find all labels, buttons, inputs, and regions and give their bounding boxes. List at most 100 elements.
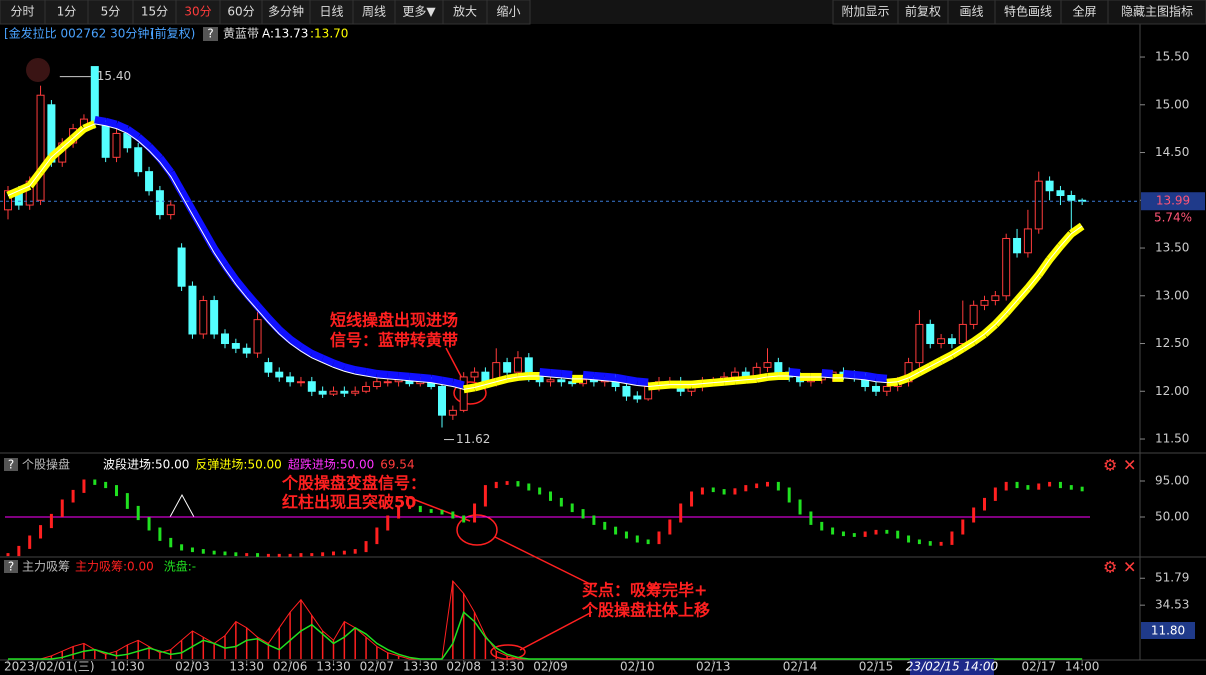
signal-bar: [212, 550, 216, 555]
help-box[interactable]: [4, 560, 18, 573]
legend-item: 洗盘:-: [164, 559, 196, 574]
close-icon[interactable]: ✕: [1123, 558, 1136, 577]
toolbar-label[interactable]: 附加显示: [841, 5, 889, 19]
band-segment: [199, 227, 218, 251]
toolbar-label[interactable]: 60分: [227, 5, 254, 19]
signal-bar: [494, 481, 498, 489]
y-tick-label: 95.00: [1155, 474, 1189, 488]
help-box[interactable]: [203, 27, 218, 41]
signal-bar: [852, 533, 856, 537]
callout: 个股操盘柱体上移: [581, 601, 710, 620]
candle-body: [1045, 180, 1054, 192]
signal-bar: [766, 481, 769, 487]
candle-body: [969, 304, 978, 325]
toolbar-button[interactable]: [442, 0, 488, 25]
signal-bar: [559, 497, 563, 507]
candle-body: [329, 390, 338, 395]
band-segment: [614, 373, 628, 384]
signal-bar: [896, 530, 900, 539]
highlight: [490, 644, 526, 660]
toolbar-label[interactable]: 特色画线: [1004, 4, 1052, 19]
x-tick-label: 2023/02/01(三): [4, 660, 95, 674]
signal-bar: [1015, 481, 1019, 489]
toolbar-label[interactable]: 5分: [101, 5, 121, 19]
toolbar-button[interactable]: [132, 0, 177, 25]
toolbar-label[interactable]: 多分钟: [268, 4, 304, 19]
callout: 买点：吸筹完毕+: [582, 581, 707, 600]
signal-bar: [570, 503, 574, 513]
toolbar-label[interactable]: 分时: [10, 5, 34, 19]
toolbar-label[interactable]: 隐藏主图指标: [1121, 4, 1193, 19]
close-icon[interactable]: ✕: [1123, 456, 1136, 475]
signal-bar: [223, 551, 227, 556]
signal-bar: [158, 527, 162, 541]
candle-body: [763, 362, 772, 368]
toolbar-button[interactable]: [309, 0, 354, 25]
signal-bar: [939, 541, 943, 546]
toolbar-label[interactable]: 周线: [362, 5, 386, 19]
candle-body: [4, 190, 12, 211]
band-segment: [582, 370, 595, 380]
signal-bar: [39, 525, 43, 539]
toolbar-label[interactable]: 前复权: [905, 4, 941, 19]
help-icon[interactable]: ?: [8, 560, 14, 574]
toolbar-label[interactable]: 30分: [184, 5, 211, 19]
band-segment: [376, 369, 389, 379]
toolbar-button[interactable]: [394, 0, 444, 25]
toolbar-label[interactable]: 日线: [319, 5, 343, 19]
x-tick-label: 13:30: [403, 660, 438, 674]
callout: 个股操盘变盘信号：: [281, 474, 426, 493]
y-tick-label: 15.00: [1155, 97, 1189, 111]
cursor-value: 11.80: [1151, 624, 1185, 638]
toolbar-button[interactable]: [897, 0, 949, 25]
toolbar-label[interactable]: 1分: [57, 5, 77, 19]
signal-bar: [972, 507, 976, 523]
legend-item: 69.54: [380, 458, 414, 472]
band-segment: [321, 354, 336, 368]
toolbar-label[interactable]: 全屏: [1072, 4, 1096, 19]
band-segment: [210, 246, 229, 268]
toolbar-label[interactable]: 画线: [959, 5, 983, 19]
signal-bar: [1037, 483, 1041, 490]
toolbar-button[interactable]: [1107, 0, 1206, 25]
help-icon[interactable]: ?: [207, 27, 213, 41]
signal-bar: [624, 531, 628, 539]
x-tick-label: 02/08: [446, 660, 481, 674]
toolbar-button[interactable]: [1060, 0, 1109, 25]
signal-bar: [831, 527, 835, 535]
signal-bar: [603, 521, 607, 530]
signal-bar: [473, 503, 477, 523]
toolbar-button[interactable]: [175, 0, 221, 25]
band-segment: [114, 120, 129, 134]
toolbar-button[interactable]: [994, 0, 1062, 25]
help-icon[interactable]: ?: [8, 458, 14, 472]
indicator-name: 黄蓝带: [223, 27, 259, 41]
candle-body: [145, 171, 154, 192]
candle-body: [438, 385, 446, 416]
candle-body: [947, 338, 956, 345]
toolbar-label[interactable]: 15分: [141, 5, 168, 19]
candle-body: [36, 94, 45, 201]
signal-bar: [125, 493, 129, 509]
x-tick-label: 02/15: [859, 660, 894, 674]
signal-bar: [755, 483, 759, 489]
y-tick-label: 34.53: [1155, 598, 1189, 612]
toolbar-label[interactable]: 更多▼: [402, 5, 436, 19]
panel-title: 个股操盘: [22, 457, 70, 472]
y-tick-label: 51.79: [1155, 571, 1189, 585]
signal-bar: [256, 553, 260, 557]
signal-bar: [332, 551, 335, 556]
toolbar-button[interactable]: [0, 0, 46, 25]
toolbar-label[interactable]: 缩小: [496, 4, 520, 19]
gear-icon[interactable]: ⚙: [1103, 558, 1117, 577]
toolbar-button[interactable]: [486, 0, 531, 25]
signal-bar: [614, 526, 618, 535]
toolbar-label[interactable]: 放大: [453, 4, 477, 19]
legend-item: 波段进场:50.00: [103, 457, 189, 472]
help-box[interactable]: [4, 458, 18, 471]
toolbar-button[interactable]: [352, 0, 396, 25]
gear-icon[interactable]: ⚙: [1103, 456, 1117, 475]
band-segment: [104, 117, 118, 129]
signal-bar: [397, 505, 401, 519]
